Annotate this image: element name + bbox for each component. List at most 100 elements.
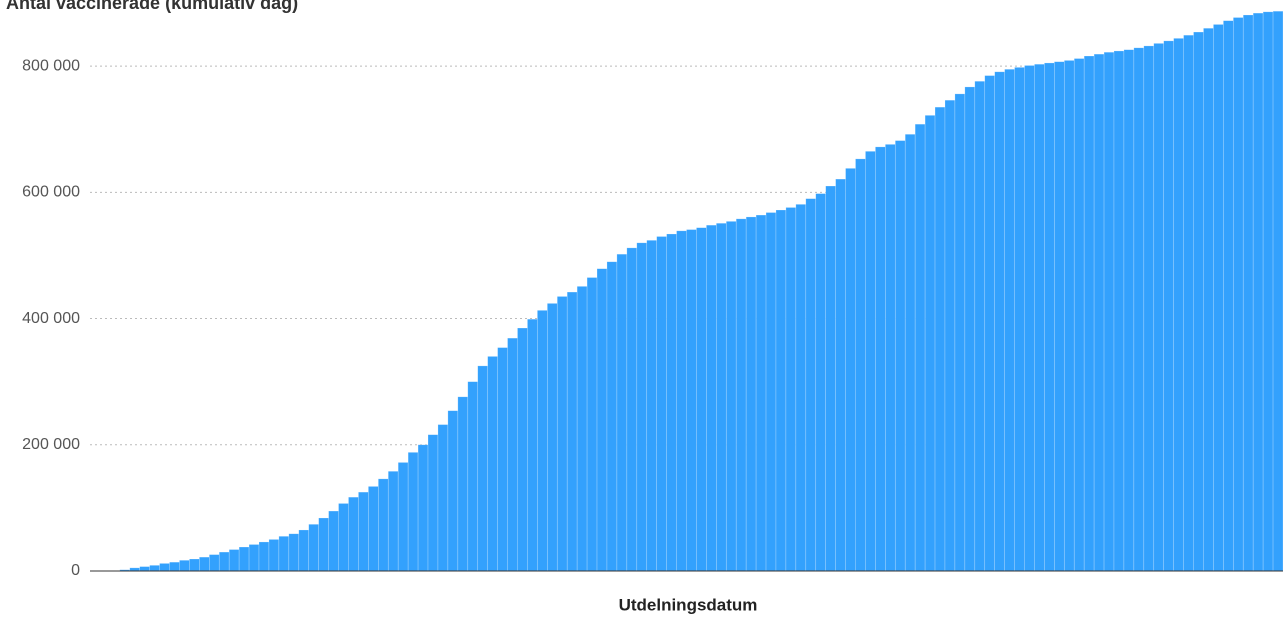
bar: [755, 214, 767, 572]
bar: [1153, 43, 1164, 572]
bar: [646, 239, 657, 572]
bar: [1213, 24, 1224, 572]
chart-title: Antal vaccinerade (kumulativ dag): [6, 0, 298, 13]
bar: [189, 558, 200, 572]
bar: [765, 212, 777, 572]
bar: [477, 365, 488, 572]
bar: [1203, 27, 1214, 572]
bar: [815, 193, 826, 572]
bar: [904, 133, 916, 572]
bar: [209, 554, 220, 572]
bar: [636, 242, 648, 572]
bar: [139, 566, 150, 572]
bar: [427, 434, 439, 572]
bar: [407, 452, 419, 572]
y-tick-label: 400 000: [22, 310, 80, 327]
bar: [338, 503, 349, 572]
bar: [964, 86, 976, 572]
bar: [586, 277, 598, 572]
bar: [308, 523, 319, 572]
bar: [735, 218, 747, 572]
y-tick-label: 200 000: [22, 436, 80, 453]
bar: [547, 303, 558, 572]
bar: [537, 310, 548, 572]
bar: [1173, 38, 1184, 572]
bar: [358, 491, 369, 572]
bar: [914, 123, 926, 572]
bar: [199, 556, 210, 572]
bar: [397, 462, 409, 572]
bar: [268, 539, 280, 572]
bar: [1063, 60, 1075, 572]
bar: [1113, 50, 1125, 572]
bar: [278, 535, 290, 572]
bar: [1133, 47, 1145, 572]
bar: [1183, 34, 1194, 572]
bar: [1054, 61, 1065, 572]
bar: [288, 533, 300, 572]
bar: [1123, 49, 1135, 572]
bar: [228, 549, 240, 572]
bar: [527, 318, 538, 572]
bar: [885, 144, 896, 572]
bar: [865, 151, 876, 572]
bar: [974, 80, 986, 572]
bar: [556, 296, 568, 572]
bar: [1004, 68, 1015, 572]
bar: [159, 563, 170, 572]
bar: [1073, 58, 1085, 572]
bar: [994, 71, 1005, 572]
bar: [875, 146, 886, 572]
bar: [845, 168, 856, 572]
y-tick-label: 0: [71, 562, 80, 579]
bar: [417, 444, 429, 572]
bar: [517, 327, 528, 572]
bar: [576, 286, 588, 572]
bar: [348, 496, 359, 572]
bar: [447, 410, 459, 572]
bar: [676, 230, 687, 572]
bar: [1163, 40, 1174, 572]
bar: [179, 559, 190, 572]
bar: [1044, 62, 1055, 572]
bar: [1034, 63, 1045, 572]
bar: [894, 140, 906, 572]
bar: [437, 424, 449, 572]
bar: [1083, 55, 1095, 572]
bar: [656, 236, 667, 572]
bar: [934, 106, 946, 572]
bar: [775, 209, 787, 572]
bar: [745, 216, 757, 572]
bar: [1242, 14, 1254, 572]
bar: [507, 337, 518, 572]
bar: [805, 198, 817, 572]
bar: [785, 207, 797, 572]
bar: [954, 93, 966, 572]
bar: [825, 185, 836, 572]
bar: [686, 229, 697, 572]
bar: [328, 510, 339, 572]
bar: [1103, 51, 1115, 572]
bar: [716, 222, 727, 572]
bar: [298, 529, 310, 572]
bar: [487, 356, 498, 572]
bar: [944, 99, 956, 572]
bar: [1232, 17, 1244, 572]
bar: [596, 268, 608, 572]
y-tick-label: 600 000: [22, 184, 80, 201]
bar: [1223, 20, 1234, 572]
bar: [318, 517, 329, 572]
bar: [616, 253, 628, 572]
bar: [1014, 67, 1025, 572]
bar: [666, 233, 677, 572]
bar: [1193, 31, 1204, 572]
bar: [258, 541, 270, 572]
bar: [169, 561, 180, 572]
bar: [984, 75, 995, 572]
bar: [467, 381, 479, 572]
bar: [1272, 10, 1283, 572]
bar: [248, 544, 260, 572]
bar: [1093, 53, 1105, 572]
bar: [368, 486, 379, 572]
